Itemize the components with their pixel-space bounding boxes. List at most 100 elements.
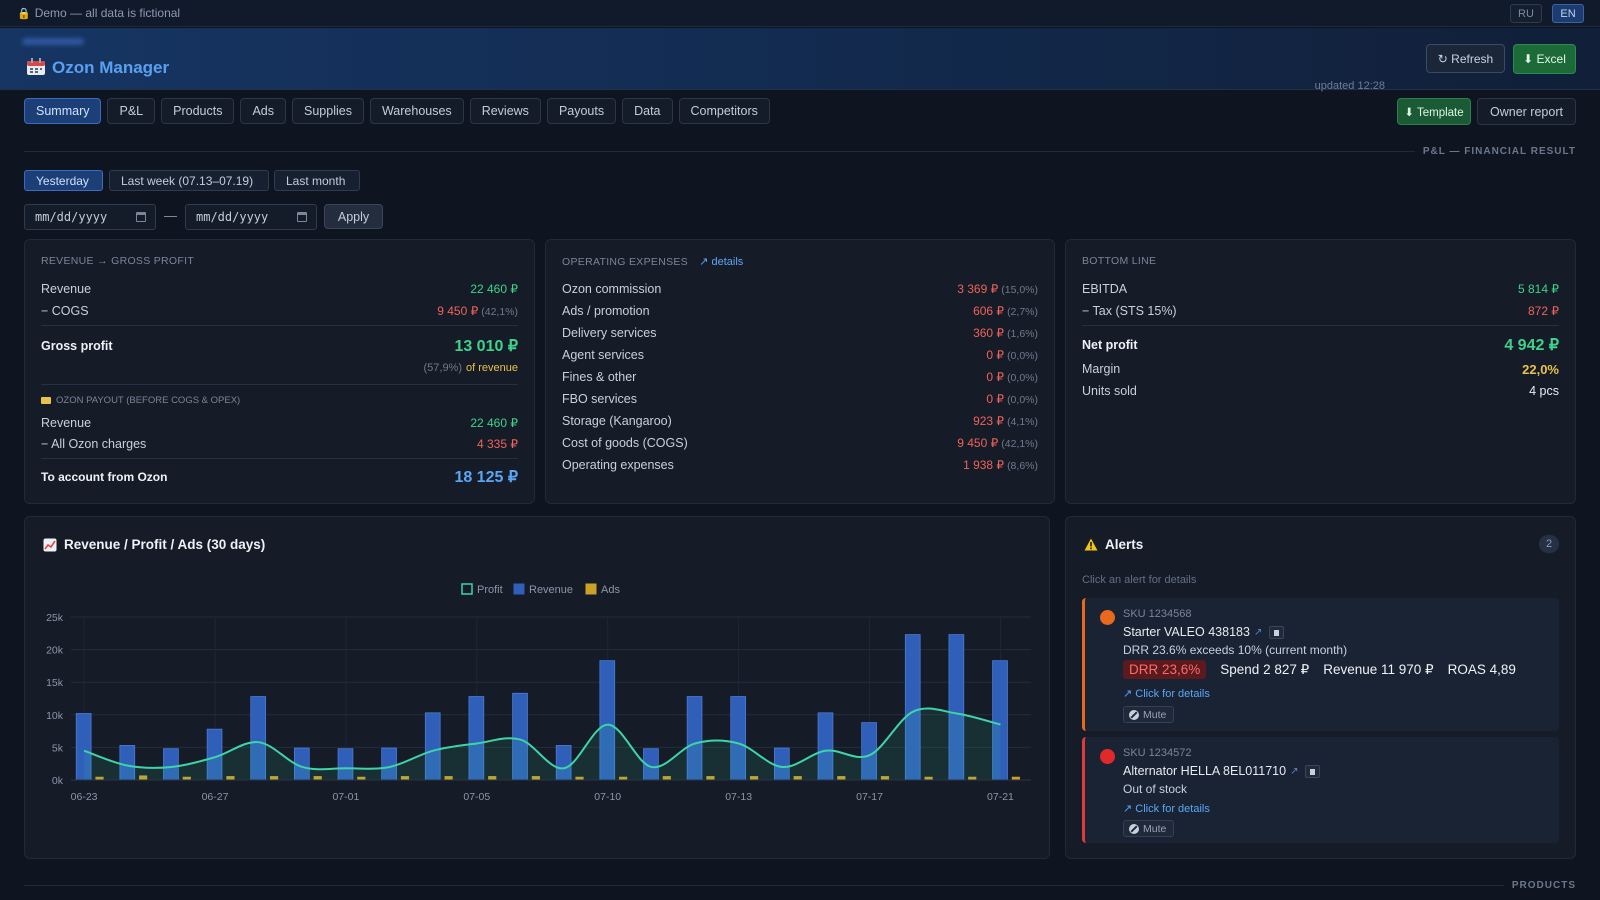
refresh-button[interactable]: ↻ Refresh [1426, 44, 1505, 73]
date-to-input[interactable]: mm/dd/yyyy [185, 204, 317, 230]
date-to-placeholder: mm/dd/yyyy [196, 210, 269, 224]
lock-icon: 🔒 [17, 7, 31, 20]
tab-data[interactable]: Data [622, 98, 673, 124]
margin-label: Margin [1082, 362, 1121, 376]
legend-label: Revenue [529, 584, 573, 596]
external-link-icon[interactable]: ↗ [1290, 765, 1299, 777]
tab-supplies[interactable]: Supplies [292, 98, 364, 124]
bottom-card-title: BOTTOM LINE [1082, 255, 1157, 267]
period-last-month-button[interactable]: Last month [274, 170, 360, 191]
apply-date-button[interactable]: Apply [324, 204, 383, 229]
x-tick-label: 07-10 [594, 791, 621, 803]
tab-pl[interactable]: P&L [107, 98, 156, 124]
tax-row: − Tax (STS 15%) 872 ₽ [1082, 302, 1559, 320]
demo-banner: 🔒 Demo — all data is fictional [0, 0, 1600, 27]
alert-severity-dot [1100, 749, 1115, 764]
margin-row: Margin 22,0% [1082, 360, 1559, 378]
template-download-button[interactable]: ⬇ Template [1397, 98, 1471, 125]
tab-competitors[interactable]: Competitors [678, 98, 770, 124]
alert-mute-button[interactable]: Mute [1123, 706, 1175, 723]
opex-row-label: Ads / promotion [562, 304, 650, 318]
ads-bar [1011, 776, 1020, 780]
section-divider [24, 885, 1576, 886]
copy-icon[interactable] [1269, 625, 1285, 639]
date-from-input[interactable]: mm/dd/yyyy [24, 204, 156, 230]
tab-reviews[interactable]: Reviews [469, 98, 541, 124]
legend-label: Ads [601, 584, 620, 596]
owner-report-button[interactable]: Owner report [1477, 98, 1576, 125]
operating-expenses-card: OPERATING EXPENSES ↗ details Ozon commis… [545, 239, 1055, 504]
opex-row-label: Cost of goods (COGS) [562, 436, 688, 450]
calendar-picker-icon[interactable] [297, 212, 307, 222]
ads-bar [488, 776, 497, 780]
y-tick-label: 20k [46, 645, 64, 657]
to-account-value: 18 125 ₽ [454, 469, 518, 486]
chart-title: Revenue / Profit / Ads (30 days) [43, 537, 265, 552]
alert-item[interactable]: SKU 1234568 Starter VALEO 438183 ↗ DRR 2… [1082, 598, 1559, 731]
alert-mute-button[interactable]: Mute [1123, 820, 1175, 837]
alert-product-name: Starter VALEO 438183 ↗ [1123, 625, 1285, 639]
opex-row-pct: (15,0%) [1001, 284, 1038, 296]
alert-details-link[interactable]: ↗ Click for details [1123, 688, 1210, 700]
units-sold-value: 4 pcs [1529, 384, 1559, 398]
opex-row-value: 606 ₽ [973, 304, 1005, 318]
tab-ads[interactable]: Ads [240, 98, 287, 124]
tab-products[interactable]: Products [161, 98, 235, 124]
tab-warehouses[interactable]: Warehouses [369, 98, 464, 124]
section-title-pl: P&L — FINANCIAL RESULT [1414, 146, 1576, 157]
opex-row-pct: (0,0%) [1007, 394, 1038, 406]
demo-banner-text: Demo — all data is fictional [34, 6, 181, 20]
bottom-line-card: BOTTOM LINE EBITDA 5 814 ₽ − Tax (STS 15… [1065, 239, 1576, 504]
divider [41, 458, 518, 459]
ads-bar [662, 776, 671, 780]
revenue-row: Revenue 22 460 ₽ [41, 280, 518, 298]
period-yesterday-button[interactable]: Yesterday [24, 170, 103, 191]
alert-item[interactable]: SKU 1234572 Alternator HELLA 8EL011710 ↗… [1082, 737, 1559, 843]
opex-row: Cost of goods (COGS) 9 450 ₽ (42,1%) [562, 434, 1038, 452]
updated-timestamp: updated 12:28 [1314, 80, 1385, 92]
external-link-icon[interactable]: ↗ [1253, 626, 1263, 638]
ads-bar [575, 776, 584, 780]
period-last-week-button[interactable]: Last week (07.13–07.19) [109, 170, 269, 191]
margin-value: 22,0% [1522, 361, 1559, 377]
lang-en-button[interactable]: EN [1552, 4, 1584, 23]
opex-row-value: 3 369 ₽ [957, 282, 999, 296]
ozon-payout-label: OZON PAYOUT (BEFORE COGS & OPEX) [56, 395, 241, 406]
calendar-icon [27, 58, 45, 75]
tab-payouts[interactable]: Payouts [546, 98, 617, 124]
gross-profit-label: Gross profit [41, 339, 113, 353]
mute-icon [1129, 823, 1139, 834]
ads-bar [968, 776, 977, 780]
opex-row: Fines & other 0 ₽ (0,0%) [562, 368, 1038, 386]
units-sold-label: Units sold [1082, 384, 1137, 398]
lang-ru-button[interactable]: RU [1510, 4, 1542, 23]
legend-swatch [461, 583, 473, 595]
revenue-value: 22 460 ₽ [470, 282, 518, 296]
chart-icon [43, 538, 57, 551]
copy-icon[interactable] [1305, 764, 1321, 778]
ads-bar [444, 776, 453, 780]
opex-row-pct: (8,6%) [1007, 460, 1038, 472]
opex-row-pct: (1,6%) [1007, 328, 1038, 340]
alert-spend: Spend 2 827 ₽ [1220, 661, 1310, 677]
drr-badge: DRR 23,6% [1123, 660, 1207, 679]
calendar-picker-icon[interactable] [136, 212, 146, 222]
ozon-charges-label: − All Ozon charges [41, 437, 147, 451]
net-profit-row: Net profit 4 942 ₽ [1082, 335, 1559, 355]
tab-summary[interactable]: Summary [24, 98, 102, 124]
alert-product-name-text: Alternator HELLA 8EL011710 [1123, 764, 1287, 778]
opex-row-pct: (2,7%) [1007, 306, 1038, 318]
opex-details-link[interactable]: ↗ details [699, 256, 744, 268]
ozon-charges-value: 4 335 ₽ [477, 437, 518, 451]
alerts-title-text: Alerts [1105, 537, 1144, 552]
section-title-products: PRODUCTS [1503, 880, 1576, 891]
opex-row-value: 0 ₽ [986, 392, 1005, 406]
profit-line [83, 707, 1001, 771]
excel-export-button[interactable]: ⬇ Excel [1513, 44, 1576, 74]
ads-bar [749, 776, 759, 780]
alert-details-link[interactable]: ↗ Click for details [1123, 803, 1210, 815]
date-from-placeholder: mm/dd/yyyy [35, 210, 108, 224]
payout-revenue-value: 22 460 ₽ [470, 416, 518, 430]
cogs-value: 9 450 ₽ [437, 304, 479, 318]
payout-revenue-row: Revenue 22 460 ₽ [41, 414, 518, 432]
